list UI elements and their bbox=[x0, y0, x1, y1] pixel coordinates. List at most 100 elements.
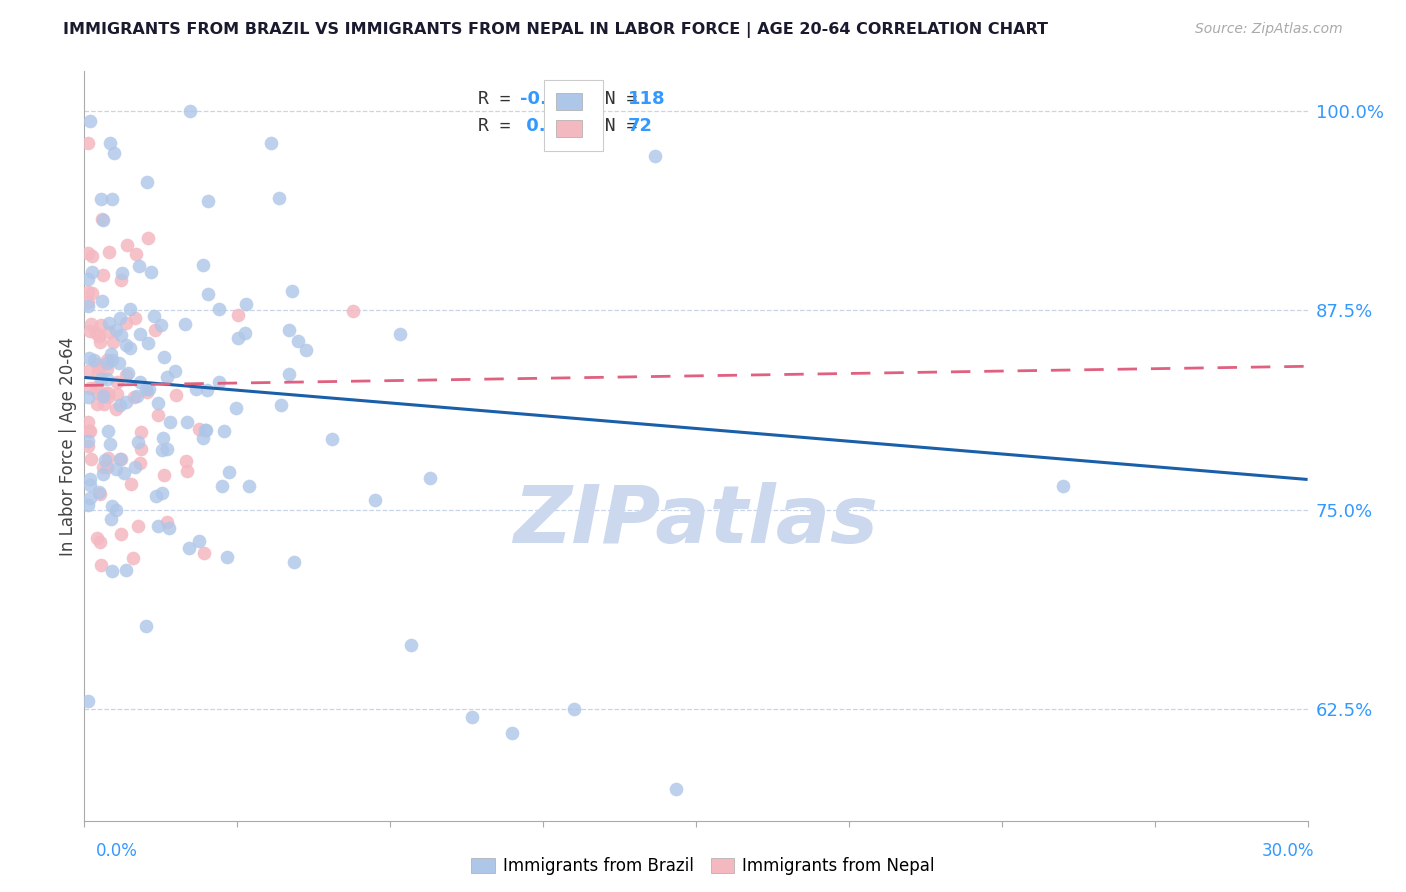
Point bbox=[97, 316, 120, 330]
Text: 118: 118 bbox=[627, 89, 665, 108]
Point bbox=[84, 326, 107, 340]
Point bbox=[111, 266, 134, 280]
Point bbox=[108, 311, 131, 326]
Point bbox=[101, 352, 124, 367]
Point bbox=[208, 301, 231, 316]
Point bbox=[143, 310, 166, 324]
Point bbox=[79, 381, 101, 395]
Point bbox=[108, 356, 131, 370]
Point bbox=[80, 451, 103, 466]
Point bbox=[129, 456, 152, 470]
Point bbox=[86, 397, 108, 411]
Point bbox=[86, 532, 108, 546]
Point bbox=[129, 375, 152, 389]
Point bbox=[82, 265, 104, 279]
Point bbox=[217, 549, 239, 564]
Point bbox=[419, 471, 441, 485]
Point bbox=[644, 149, 666, 163]
Point bbox=[105, 376, 128, 390]
Point bbox=[77, 136, 100, 150]
Point bbox=[79, 114, 101, 128]
Point bbox=[77, 498, 100, 512]
Point bbox=[108, 398, 131, 412]
Point bbox=[96, 352, 118, 367]
Point bbox=[152, 468, 174, 483]
Point bbox=[156, 442, 179, 456]
Point bbox=[211, 478, 233, 492]
Point bbox=[83, 353, 105, 368]
Point bbox=[80, 285, 103, 300]
Point bbox=[79, 491, 101, 506]
Point bbox=[165, 364, 187, 378]
Point bbox=[97, 385, 120, 400]
Y-axis label: In Labor Force | Age 20-64: In Labor Force | Age 20-64 bbox=[59, 336, 77, 556]
Point bbox=[134, 382, 156, 396]
Point bbox=[80, 317, 103, 331]
Point bbox=[146, 519, 169, 533]
Point bbox=[260, 136, 283, 150]
Point bbox=[212, 424, 235, 438]
Point bbox=[100, 136, 122, 151]
Point bbox=[77, 694, 100, 708]
Point bbox=[91, 212, 114, 227]
Point bbox=[77, 272, 100, 286]
Point bbox=[79, 425, 101, 439]
Point bbox=[104, 323, 127, 337]
Text: 72: 72 bbox=[627, 118, 652, 136]
Legend: , : , bbox=[544, 80, 603, 152]
Point bbox=[208, 376, 231, 390]
Point bbox=[114, 395, 136, 409]
Point bbox=[89, 334, 111, 349]
Point bbox=[93, 397, 115, 411]
Point bbox=[89, 318, 111, 333]
Point bbox=[157, 521, 180, 535]
Point bbox=[77, 390, 100, 404]
Point bbox=[179, 541, 201, 556]
Point bbox=[226, 330, 249, 344]
Point bbox=[110, 526, 132, 541]
Point bbox=[96, 460, 118, 475]
Point bbox=[150, 318, 173, 332]
Point bbox=[110, 273, 132, 287]
Point bbox=[77, 285, 100, 300]
Point bbox=[143, 323, 166, 337]
Point bbox=[94, 452, 117, 467]
Point bbox=[110, 452, 132, 467]
Point bbox=[117, 366, 139, 380]
Point bbox=[138, 382, 160, 396]
Point bbox=[173, 317, 195, 331]
Point bbox=[136, 231, 159, 245]
Point bbox=[86, 357, 108, 371]
Point bbox=[195, 383, 218, 397]
Point bbox=[96, 372, 118, 386]
Point bbox=[87, 365, 110, 379]
Point bbox=[135, 619, 157, 633]
Point bbox=[159, 415, 181, 429]
Point bbox=[120, 302, 142, 317]
Point bbox=[176, 464, 198, 478]
Point bbox=[665, 781, 688, 796]
Point bbox=[77, 246, 100, 260]
Point bbox=[77, 351, 100, 366]
Point bbox=[165, 388, 187, 402]
Point bbox=[105, 387, 128, 401]
Text: 30.0%: 30.0% bbox=[1263, 842, 1315, 860]
Point bbox=[77, 364, 100, 378]
Point bbox=[91, 389, 114, 403]
Point bbox=[89, 487, 111, 501]
Point bbox=[82, 249, 104, 263]
Point bbox=[101, 192, 124, 206]
Point bbox=[105, 401, 128, 416]
Point bbox=[502, 726, 524, 740]
Point bbox=[124, 460, 146, 475]
Point bbox=[77, 424, 100, 438]
Point bbox=[98, 244, 121, 259]
Point bbox=[156, 370, 179, 384]
Point bbox=[115, 563, 138, 577]
Point bbox=[270, 398, 292, 412]
Point bbox=[225, 401, 247, 415]
Point bbox=[131, 425, 153, 440]
Point bbox=[127, 434, 149, 449]
Point bbox=[281, 284, 304, 298]
Point bbox=[238, 479, 260, 493]
